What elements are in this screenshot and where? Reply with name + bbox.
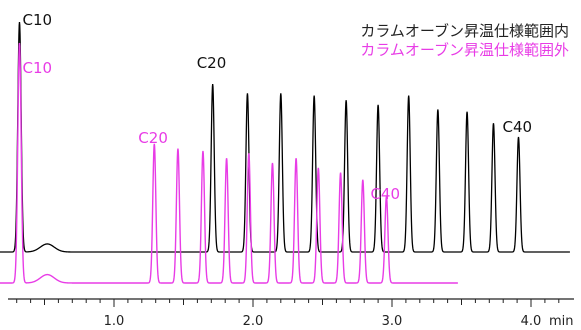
series-layer [0,21,570,284]
x-tick-label: 4.0 [521,314,542,329]
x-axis-unit: min [549,314,574,329]
peak-label-0-2: C40 [502,118,533,136]
x-tick-label: 2.0 [243,314,264,329]
legend-item-magenta: カラムオーブン昇温仕様範囲外 [360,41,569,59]
peak-label-1-0: C10 [22,59,53,77]
peak-label-1-1: C20 [138,128,168,147]
series-trace-0 [0,21,570,253]
peak-label-1-2: C40 [370,184,400,203]
peak-label-0-0: C10 [22,11,53,29]
peak-label-0-1: C20 [196,54,227,73]
legend-item-black: カラムオーブン昇温仕様範囲内 [360,22,569,40]
series-trace-1 [0,42,458,284]
x-tick-label: 3.0 [382,314,403,329]
x-tick-label: 1.0 [104,314,125,329]
legend: カラムオーブン昇温仕様範囲内 カラムオーブン昇温仕様範囲外 [360,22,569,60]
x-axis-ticks: 1.0 2.0 3.0 4.0 min [16,299,574,329]
